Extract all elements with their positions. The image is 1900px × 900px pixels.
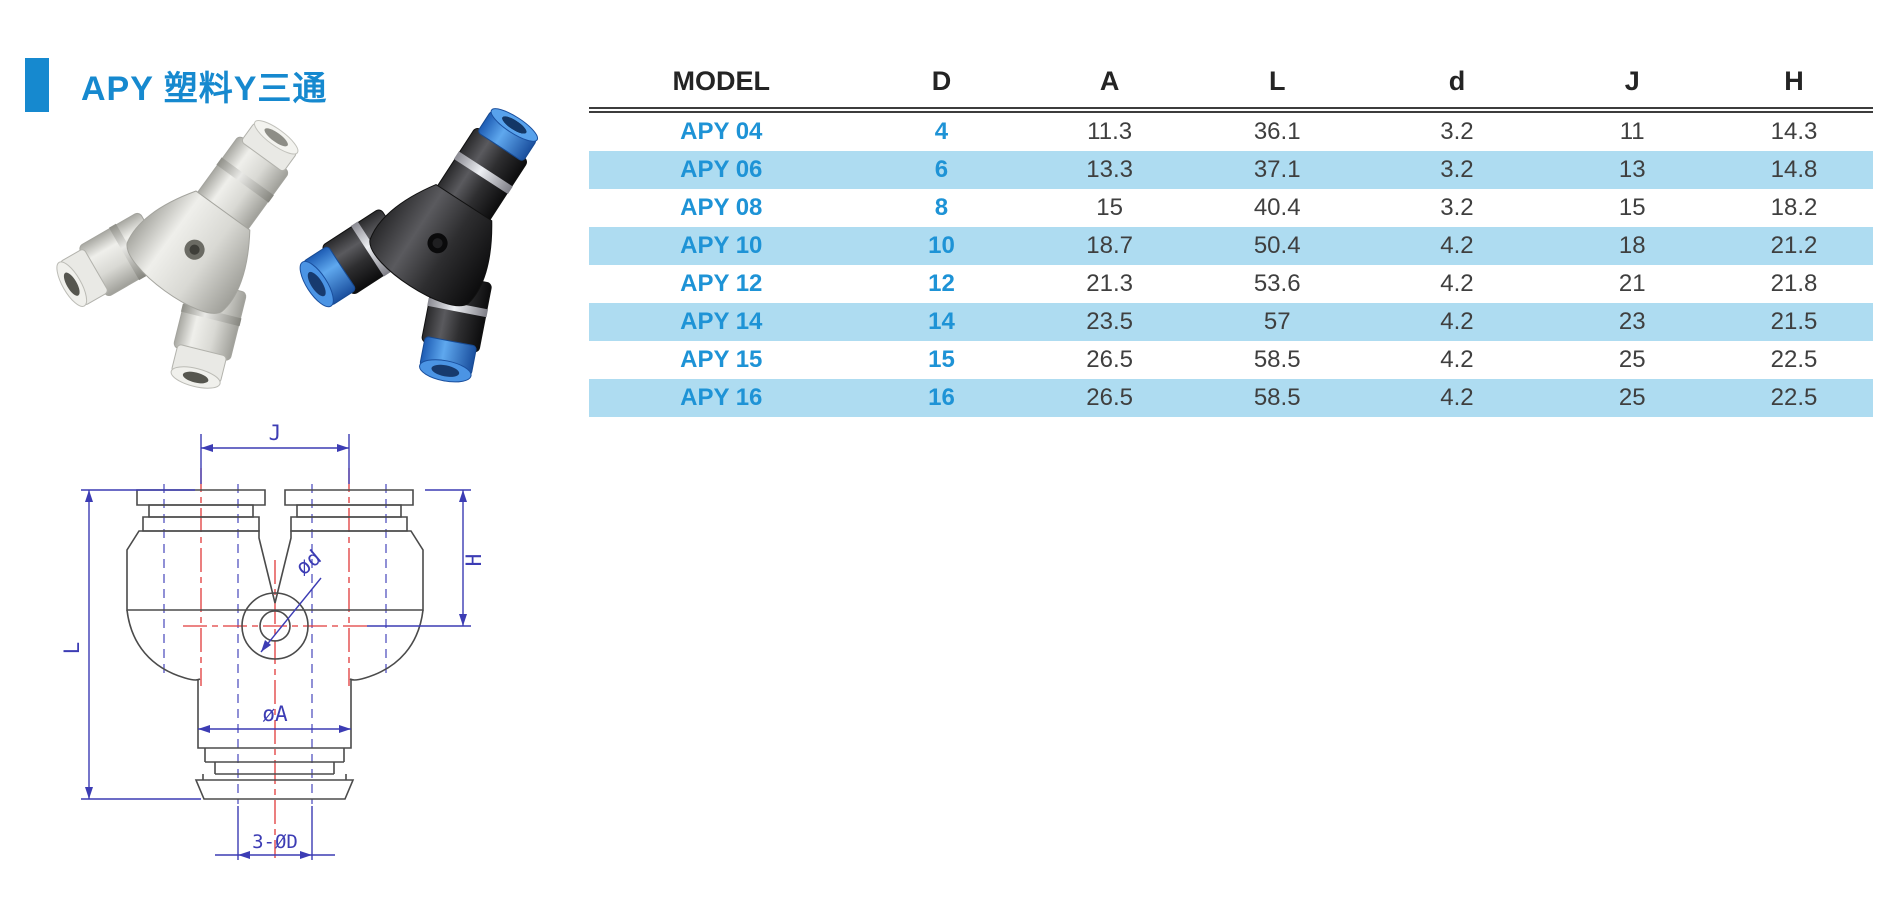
cell-model: APY 06 [680, 156, 763, 183]
technical-drawing-svg: J L H ød øA 3-ØD [60, 421, 486, 860]
cell-d: 4.2 [1440, 346, 1474, 373]
cell-d: 12 [928, 270, 955, 297]
section-header: APY 塑料Y三通 [25, 58, 327, 112]
cell-l: 40.4 [1253, 194, 1301, 221]
column-header-l: L [1189, 55, 1365, 113]
table-row: APY 04 4 11.3 36.1 3.2 11 14.3 [589, 110, 1873, 151]
table-row: APY 06 6 13.3 37.1 3.2 13 14.8 [589, 151, 1873, 189]
table-row: APY 12 12 21.3 53.6 4.2 21 21.8 [589, 265, 1873, 303]
cell-j: 25 [1618, 346, 1646, 373]
technical-drawing: J L H ød øA 3-ØD [55, 418, 525, 890]
cell-h: 21.8 [1770, 270, 1818, 297]
table-row: APY 14 14 23.5 57 4.2 23 21.5 [589, 303, 1873, 341]
cell-d: 4.2 [1440, 308, 1474, 335]
cell-model: APY 16 [680, 384, 763, 411]
cell-d: 4 [934, 118, 949, 145]
cell-l: 37.1 [1253, 156, 1301, 183]
column-header-model: MODEL [589, 55, 854, 113]
cell-d: 16 [928, 384, 955, 411]
page-title: APY 塑料Y三通 [81, 69, 328, 108]
dimension-lines [81, 434, 471, 860]
cell-d: 4.2 [1440, 270, 1474, 297]
cell-l: 58.5 [1253, 384, 1301, 411]
cell-model: APY 12 [680, 270, 763, 297]
cell-d: 4.2 [1440, 232, 1474, 259]
cell-model: APY 15 [680, 346, 763, 373]
black-y-fitting-photo [299, 108, 539, 383]
cell-h: 21.5 [1770, 308, 1818, 335]
cell-j: 25 [1618, 384, 1646, 411]
cell-h: 21.2 [1770, 232, 1818, 259]
cell-j: 13 [1618, 156, 1646, 183]
cell-model: APY 10 [680, 232, 763, 259]
cell-d: 4.2 [1440, 384, 1474, 411]
cell-d: 3.2 [1440, 118, 1474, 145]
spec-table-body: APY 04 4 11.3 36.1 3.2 11 14.3 APY 06 6 13.3 37.1 3… [589, 110, 1873, 417]
column-header-d: D [853, 55, 1030, 113]
table-row: APY 08 8 15 40.4 3.2 15 18.2 [589, 189, 1873, 227]
grey-y-fitting-photo [56, 120, 299, 389]
cell-model: APY 04 [680, 118, 763, 145]
product-photos-svg [56, 108, 539, 389]
table-row: APY 16 16 26.5 58.5 4.2 25 22.5 [589, 379, 1873, 417]
cell-j: 23 [1618, 308, 1646, 335]
cell-d: 3.2 [1440, 156, 1474, 183]
cell-j: 15 [1618, 194, 1646, 221]
cell-l: 58.5 [1253, 346, 1301, 373]
cell-l: 53.6 [1253, 270, 1301, 297]
dimension-arrowheads [85, 444, 467, 859]
cell-h: 22.5 [1770, 384, 1818, 411]
cell-model: APY 08 [680, 194, 763, 221]
cell-h: 18.2 [1770, 194, 1818, 221]
cell-j: 21 [1618, 270, 1646, 297]
cell-h: 14.8 [1770, 156, 1818, 183]
column-header-j: J [1549, 55, 1716, 113]
cell-d: 3.2 [1440, 194, 1474, 221]
cell-a: 13.3 [1086, 156, 1133, 183]
bore-hidden-lines [163, 484, 387, 804]
dim-label-l: L [60, 642, 84, 655]
product-photos [32, 102, 562, 404]
cell-a: 26.5 [1086, 346, 1133, 373]
cell-j: 11 [1619, 118, 1645, 145]
cell-j: 18 [1618, 232, 1646, 259]
cell-a: 15 [1096, 194, 1123, 221]
cell-a: 21.3 [1086, 270, 1133, 297]
cell-d: 6 [934, 156, 949, 183]
dim-label-j: J [269, 421, 282, 445]
cell-h: 22.5 [1770, 346, 1818, 373]
cell-a: 11.3 [1087, 118, 1133, 145]
cell-d: 8 [934, 194, 949, 221]
cell-a: 26.5 [1086, 384, 1133, 411]
cell-h: 14.3 [1770, 118, 1818, 145]
cell-a: 18.7 [1086, 232, 1133, 259]
cell-model: APY 14 [680, 308, 763, 335]
table-row: APY 10 10 18.7 50.4 4.2 18 21.2 [589, 227, 1873, 265]
cell-l: 50.4 [1253, 232, 1301, 259]
cell-a: 23.5 [1086, 308, 1133, 335]
dim-label-h: H [462, 554, 486, 567]
cell-d: 14 [928, 308, 955, 335]
cell-d: 10 [928, 232, 955, 259]
cell-l: 57 [1263, 308, 1291, 335]
fitting-outline [126, 489, 424, 800]
dim-label-od: ød [291, 545, 326, 580]
cell-l: 36.1 [1253, 118, 1301, 145]
dim-label-bottom: 3-ØD [252, 831, 298, 853]
column-header-d: d [1364, 55, 1550, 113]
accent-bar-icon [25, 58, 49, 112]
column-header-a: A [1029, 55, 1190, 113]
table-row: APY 15 15 26.5 58.5 4.2 25 22.5 [589, 341, 1873, 379]
dim-label-oa: øA [262, 702, 288, 726]
cell-d: 15 [928, 346, 955, 373]
column-header-h: H [1715, 55, 1873, 113]
